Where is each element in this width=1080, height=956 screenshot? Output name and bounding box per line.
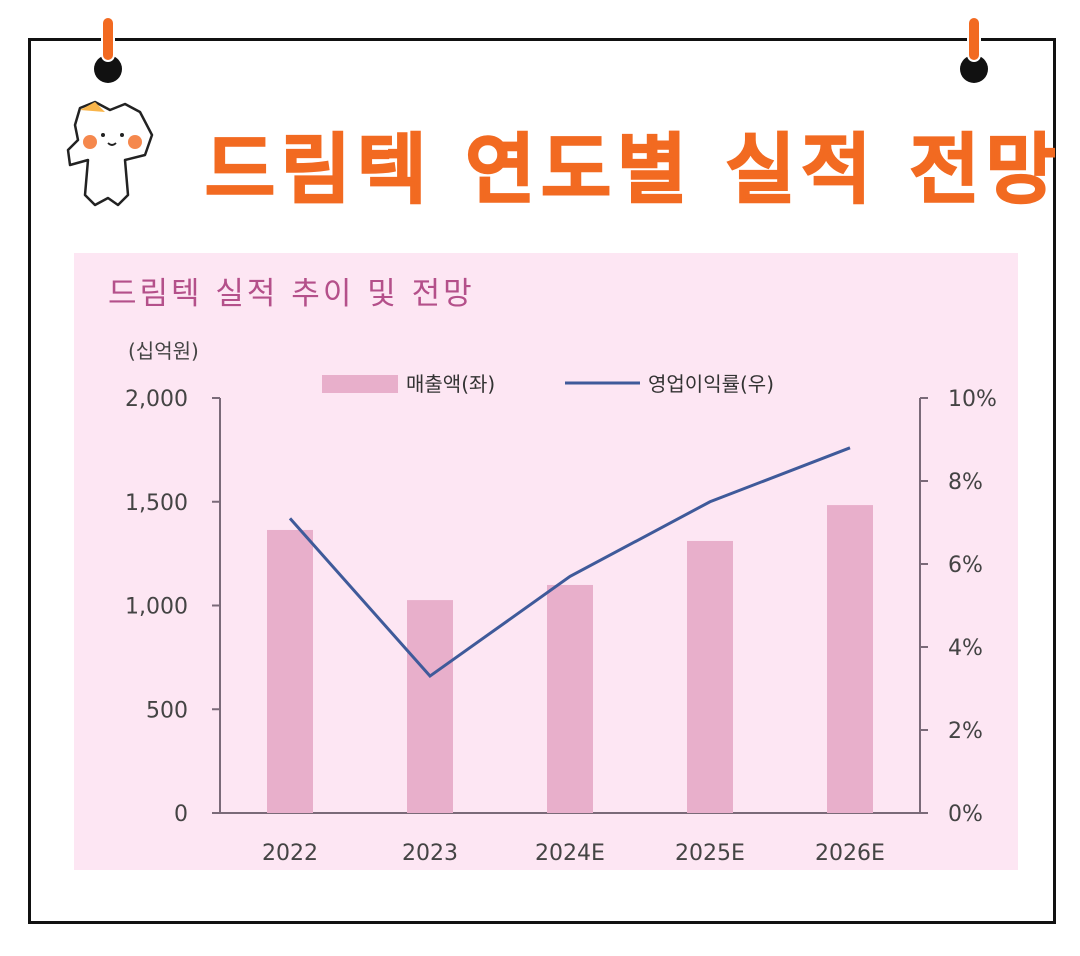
x-tick-label: 2022 xyxy=(262,841,318,866)
legend-line-label: 영업이익률(우) xyxy=(648,372,774,396)
bar-2025E xyxy=(687,540,733,813)
left-tick-label: 500 xyxy=(146,698,188,723)
pin-left xyxy=(101,16,115,62)
left-tick-label: 1,500 xyxy=(125,491,188,516)
legend-bar-swatch xyxy=(322,375,398,393)
right-tick-label: 8% xyxy=(948,470,983,495)
chart-title: 드림텍 실적 추이 및 전망 xyxy=(108,276,475,312)
right-tick-label: 0% xyxy=(948,802,983,827)
x-tick-label: 2024E xyxy=(535,841,605,866)
left-tick-label: 1,000 xyxy=(125,595,188,620)
x-tick-label: 2025E xyxy=(675,841,745,866)
right-tick-label: 6% xyxy=(948,553,983,578)
left-tick-label: 0 xyxy=(174,802,188,827)
headline: 드림텍 연도별 실적 전망 xyxy=(204,124,1062,215)
left-axis-unit: (십억원) xyxy=(128,339,199,363)
x-tick-label: 2026E xyxy=(815,841,885,866)
right-tick-label: 2% xyxy=(948,719,983,744)
legend-bar-label: 매출액(좌) xyxy=(406,372,495,396)
poster-frame xyxy=(28,38,1056,924)
bar-2022 xyxy=(267,529,313,813)
bar-2023 xyxy=(407,600,453,813)
bar-2024E xyxy=(547,584,593,813)
right-tick-label: 10% xyxy=(948,387,997,412)
right-tick-label: 4% xyxy=(948,636,983,661)
bar-2026E xyxy=(827,505,873,813)
left-tick-label: 2,000 xyxy=(125,387,188,412)
x-tick-label: 2023 xyxy=(402,841,458,866)
pin-right xyxy=(967,16,981,62)
